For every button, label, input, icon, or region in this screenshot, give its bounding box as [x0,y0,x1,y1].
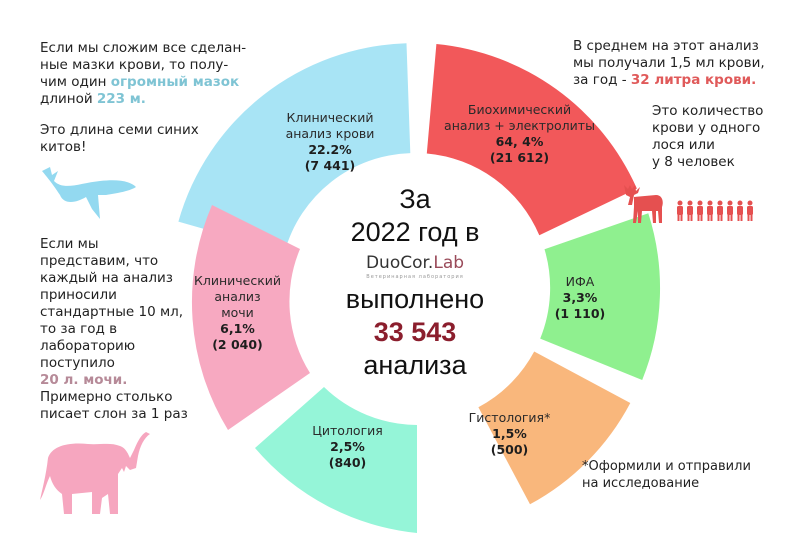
total-count: 33 543 [373,317,457,347]
person-icon [697,200,703,221]
whale-icon [42,167,136,219]
label-ifa: ИФА 3,3% (1 110) [554,274,606,321]
label-bio: Биохимический анализ + электролиты 64, 4… [444,102,595,165]
moose-icon [624,185,663,223]
center-line3: выполнено [345,284,485,314]
label-urine: Клинический анализ мочи 6,1% (2 040) [193,273,282,352]
note-blood: Если мы сложим все сделан- ные мазки кро… [40,40,247,155]
note-bio: В среднем на этот анализ мы получали 1,5… [573,38,765,88]
segment-urine [191,205,310,430]
person-icon [727,200,733,221]
logo: DuoCor.Lab [365,253,465,273]
person-icon [747,200,753,221]
segment-histo [478,351,631,505]
person-icon [737,200,743,221]
center-summary: За 2022 год в DuoCor.Lab Ветеринарная ла… [330,183,500,382]
people-icons [677,200,753,221]
center-line4: анализа [363,350,467,380]
label-histo: Гистология* 1,5% (500) [468,410,551,457]
segment-ifa [540,213,661,380]
center-line2: 2022 год в [350,217,480,247]
person-icon [707,200,713,221]
center-line1: За [399,184,431,214]
note-urine: Если мы представим, что каждый на анализ… [40,236,188,422]
note-bio-moose: Это количество крови у одного лося или у… [652,103,764,170]
person-icon [677,200,683,221]
note-histology: *Оформили и отправили на исследование [582,459,751,491]
person-icon [687,200,693,221]
label-blood: Клинический анализ крови 22.2% (7 441) [285,110,375,173]
segment-blood [178,43,411,252]
label-cyto: Цитология 2,5% (840) [312,423,383,470]
segment-cyto [255,387,417,533]
segment-bio [426,44,637,236]
logo-subtitle: Ветеринарная лаборатория [366,274,464,280]
elephant-icon [40,432,150,514]
person-icon [717,200,723,221]
